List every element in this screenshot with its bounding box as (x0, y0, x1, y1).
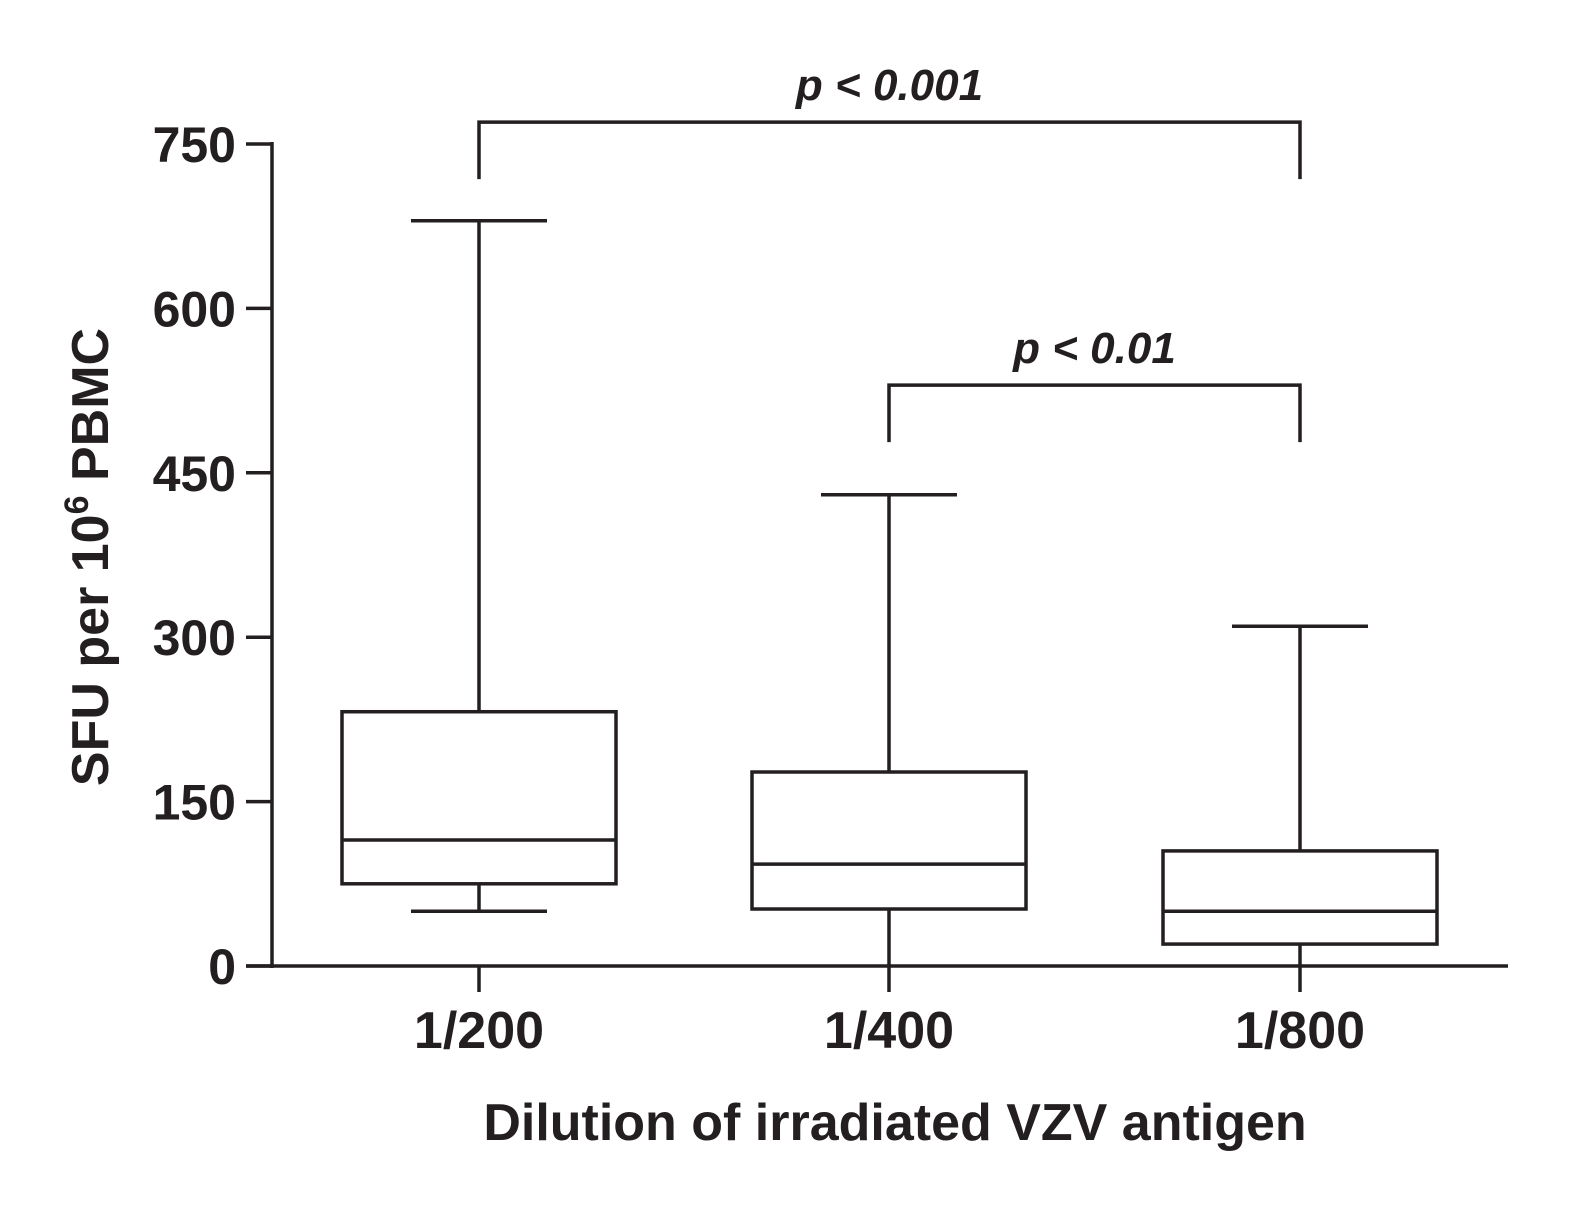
significance-bracket-1: p < 0.001 (477, 61, 1302, 180)
y-tick-label-450: 450 (153, 446, 236, 502)
significance-bracket-1-line (477, 120, 1302, 180)
y-axis-title-superscript: 6 (58, 495, 96, 514)
y-tick-label-750: 750 (153, 117, 236, 173)
y-tick-label-600: 600 (153, 281, 236, 337)
y-tick-label-0: 0 (208, 939, 236, 995)
boxes (340, 218, 1439, 966)
y-axis-title-space (62, 481, 120, 495)
y-axis-title-suffix: PBMC (62, 328, 120, 481)
labels: Dilution of irradiated VZV antigen SFU p… (58, 328, 1307, 1152)
box-3 (1161, 624, 1439, 966)
y-axis-title: SFU per 106 PBMC (58, 328, 120, 786)
x-axis-title: Dilution of irradiated VZV antigen (483, 1094, 1306, 1152)
significance-label-2: p < 0.01 (1012, 324, 1176, 373)
x-tick-label-3: 1/800 (1235, 1002, 1365, 1060)
box-2 (750, 492, 1028, 966)
box-1-iqr (340, 709, 618, 886)
significance-bracket-2-line (887, 383, 1302, 443)
axes: 0 150 300 450 600 750 1/200 1/400 1/800 (153, 117, 1508, 1060)
box-3-iqr (1161, 849, 1439, 946)
significance-label-1: p < 0.001 (795, 61, 983, 110)
x-tick-label-2: 1/400 (824, 1002, 954, 1060)
box-1 (340, 218, 618, 913)
significance-annotations: p < 0.001 p < 0.01 (477, 61, 1302, 443)
box-2-iqr (750, 770, 1028, 911)
y-tick-label-300: 300 (153, 610, 236, 666)
significance-bracket-2: p < 0.01 (887, 324, 1302, 443)
y-axis-title-prefix: SFU per 10 (62, 514, 120, 786)
x-tick-label-1: 1/200 (414, 1002, 544, 1060)
y-tick-label-150: 150 (153, 775, 236, 831)
